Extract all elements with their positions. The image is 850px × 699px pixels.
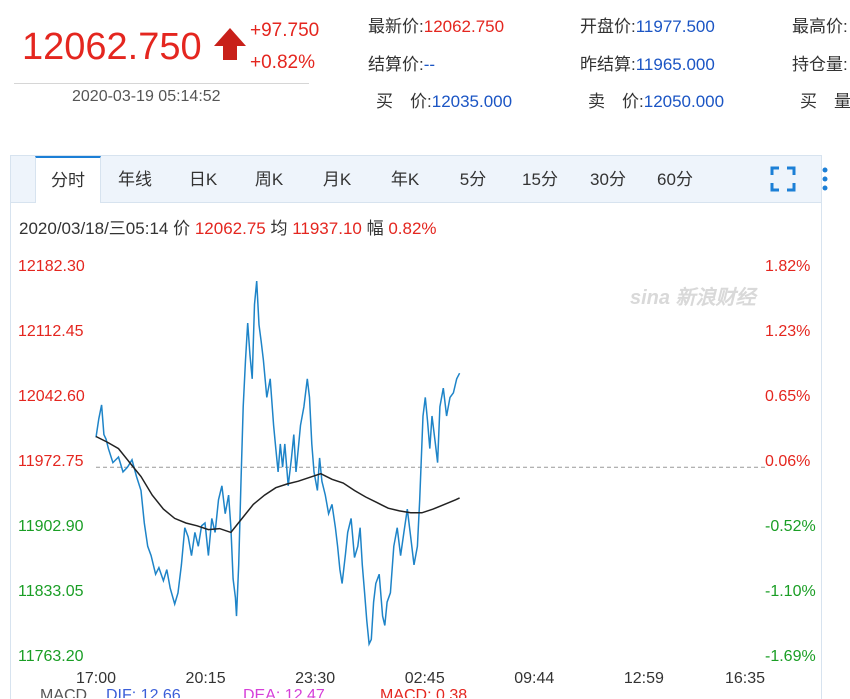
tab-15min[interactable]: 15分 <box>522 170 558 189</box>
field-value: 11977.500 <box>635 17 715 36</box>
crosshair-info: 2020/03/18/三05:14 价 12062.75 均 11937.10 … <box>19 214 437 239</box>
quote-header: 12062.750 +97.750 +0.82% 2020-03-19 05:1… <box>0 0 850 130</box>
field-label: 结算价: <box>368 55 424 74</box>
y-tick-label-left: 11833.05 <box>18 583 84 600</box>
field-label: 买 量: <box>800 92 850 111</box>
info-amp-label: 幅 <box>366 219 384 238</box>
up-arrow-icon <box>214 28 246 60</box>
macd-label: DIF: 12.66 <box>106 687 181 698</box>
more-vertical-icon[interactable] <box>811 165 839 193</box>
field-value: 12035.000 <box>431 92 513 111</box>
field-value: -- <box>423 55 436 74</box>
y-tick-label-right: -0.52% <box>765 518 816 535</box>
y-tick-label-right: 0.65% <box>765 388 810 405</box>
macd-label: DEA: 12.47 <box>243 687 325 698</box>
field-settlement: 结算价:-- <box>368 50 435 75</box>
tab-5min[interactable]: 5分 <box>459 170 487 189</box>
field-value: 11965.000 <box>635 55 715 74</box>
macd-indicator-row: MACD DIF: 12.66 DEA: 12.47 MACD: 0.38 <box>40 687 467 698</box>
field-label: 开盘价: <box>580 17 636 36</box>
info-datetime: 2020/03/18/三05:14 <box>19 219 169 238</box>
price-change: +97.750 <box>250 20 320 41</box>
field-prev-settlement: 昨结算:11965.000 <box>580 50 715 75</box>
y-tick-label-left: 11763.20 <box>18 648 84 665</box>
field-ask-price: 卖 价:12050.000 <box>588 87 724 112</box>
field-label: 买 价: <box>376 92 432 111</box>
tab-year-line[interactable]: 年线 <box>118 170 152 189</box>
sina-finance-watermark: sina 新浪财经 <box>630 286 759 309</box>
tab-30min[interactable]: 30分 <box>590 170 626 189</box>
field-label: 昨结算: <box>580 55 636 74</box>
y-tick-label-left: 12182.30 <box>18 258 85 275</box>
macd-label: MACD: 0.38 <box>380 687 467 698</box>
x-tick-label: 12:59 <box>624 670 664 687</box>
info-price: 12062.75 <box>194 219 266 238</box>
field-label: 持仓量: <box>792 55 848 74</box>
tab-monthly-k[interactable]: 月K <box>322 170 352 189</box>
tab-60min[interactable]: 60分 <box>657 170 693 189</box>
price-change-percent: +0.82% <box>250 52 315 73</box>
field-bid-price: 买 价:12035.000 <box>376 87 512 112</box>
x-tick-label: 23:30 <box>295 670 335 687</box>
average-series-line <box>95 435 460 534</box>
info-avg: 11937.10 <box>292 219 362 238</box>
y-tick-label-left: 11972.75 <box>18 453 84 470</box>
x-tick-label: 20:15 <box>186 670 226 687</box>
last-price: 12062.750 <box>22 26 202 68</box>
y-tick-label-right: 1.82% <box>765 258 810 275</box>
field-label: 最高价: <box>792 17 848 36</box>
field-open-interest: 持仓量: <box>792 50 848 75</box>
chart-panel: 分时 年线 日K 周K 月K 年K 5分 15分 30分 60分 2020/03… <box>10 155 828 699</box>
tab-yearly-k[interactable]: 年K <box>390 170 420 189</box>
field-value: 12062.750 <box>423 17 505 36</box>
y-tick-label-left: 12112.45 <box>18 323 84 340</box>
x-tick-label: 02:45 <box>405 670 445 687</box>
y-tick-label-right: 0.06% <box>765 453 810 470</box>
quote-timestamp: 2020-03-19 05:14:52 <box>72 88 221 105</box>
field-label: 卖 价: <box>588 92 644 111</box>
tab-daily-k[interactable]: 日K <box>188 170 218 189</box>
x-tick-label: 17:00 <box>76 670 116 687</box>
field-high-price: 最高价: <box>792 12 848 37</box>
field-last-price: 最新价:12062.750 <box>368 12 504 37</box>
info-price-label: 价 <box>173 219 191 238</box>
price-series-line <box>95 281 461 647</box>
y-tick-label-left: 11902.90 <box>18 518 84 535</box>
fullscreen-icon[interactable] <box>769 165 797 193</box>
watermark-text: sina 新浪财经 <box>630 286 759 309</box>
info-avg-label: 均 <box>270 219 288 238</box>
field-label: 最新价: <box>368 17 424 36</box>
tab-intraday[interactable]: 分时 <box>35 156 101 203</box>
divider <box>14 83 309 84</box>
y-tick-label-left: 12042.60 <box>18 388 85 405</box>
period-tabbar: 分时 年线 日K 周K 月K 年K 5分 15分 30分 60分 <box>11 156 828 203</box>
x-tick-label: 09:44 <box>514 670 554 687</box>
y-tick-label-right: -1.10% <box>765 583 816 600</box>
macd-label: MACD <box>40 687 87 698</box>
y-tick-label-right: -1.69% <box>765 648 816 665</box>
x-tick-label: 16:35 <box>725 670 765 687</box>
field-value: 12050.000 <box>643 92 725 111</box>
field-bid-volume: 买 量: <box>800 87 850 112</box>
tab-weekly-k[interactable]: 周K <box>254 170 284 189</box>
y-tick-label-right: 1.23% <box>765 323 810 340</box>
field-open-price: 开盘价:11977.500 <box>580 12 715 37</box>
info-amp: 0.82% <box>388 219 437 238</box>
